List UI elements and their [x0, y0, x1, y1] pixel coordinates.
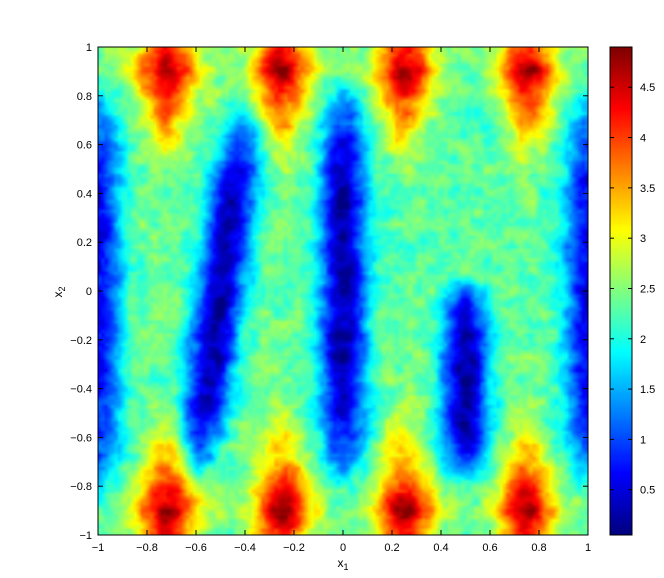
y-tick-label: −0.8: [70, 481, 92, 493]
plot-area: −1 −0.8 −0.6 −0.4 −0.2 0 0.2 0.4 0.6 0.8 1 −1−0.8−…: [70, 42, 591, 554]
heatmap-image: [98, 47, 588, 535]
y-axis-label: x2: [51, 286, 67, 297]
colorbar-tick-label: 3: [640, 233, 646, 245]
y-tick-label: 0.2: [77, 237, 92, 249]
colorbar-tick-label: 2: [640, 334, 646, 346]
y-tick-label: −0.2: [70, 335, 92, 347]
x-tick-label: 1: [585, 542, 591, 554]
y-tick-label: −0.4: [70, 384, 92, 396]
colorbar-tick-label: 2.5: [640, 283, 655, 295]
colorbar-tick-label: 3.5: [640, 183, 655, 195]
x-tick-label: −0.2: [283, 542, 305, 554]
y-tick-label: −0.6: [70, 432, 92, 444]
x-tick-label: 0: [340, 542, 346, 554]
colorbar-ticks: 0.5 1 1.5 2 2.5 3 3.5 4 4.5: [610, 82, 655, 497]
x-tick-label: −0.6: [185, 542, 207, 554]
colorbar-frame: [609, 46, 633, 536]
x-tick-label: −1: [92, 542, 105, 554]
y-tick-label: 0: [86, 286, 92, 298]
y-tick-label: −1: [79, 530, 92, 542]
x-tick-label: 0.6: [482, 542, 497, 554]
colorbar: 0.5 1 1.5 2 2.5 3 3.5 4 4.5: [609, 46, 655, 536]
x-axis-ticks: −1 −0.8 −0.6 −0.4 −0.2 0 0.2 0.4 0.6 0.8 1: [92, 47, 591, 554]
x-tick-label: −0.8: [136, 542, 158, 554]
colorbar-tick-label: 4: [640, 133, 646, 145]
x-tick-label: −0.4: [234, 542, 256, 554]
colorbar-tick-label: 4.5: [640, 82, 655, 94]
y-axis-ticks: −1 −0.8 −0.6 −0.4 −0.2 0 0.2 0.4 0.6 0.8 1: [70, 42, 588, 542]
x-tick-label: 0.2: [384, 542, 399, 554]
colorbar-gradient: [610, 47, 632, 535]
y-tick-label: 0.8: [77, 91, 92, 103]
y-tick-label: 0.4: [77, 188, 92, 200]
x-tick-label: 0.4: [433, 542, 448, 554]
x-tick-label: 0.8: [531, 542, 546, 554]
colorbar-tick-label: 0.5: [640, 485, 655, 497]
y-tick-label: 0.6: [77, 140, 92, 152]
colorbar-tick-label: 1: [640, 434, 646, 446]
colorbar-tick-label: 1.5: [640, 384, 655, 396]
y-tick-label: 1: [86, 42, 92, 54]
x-axis-label: x1: [337, 556, 348, 572]
